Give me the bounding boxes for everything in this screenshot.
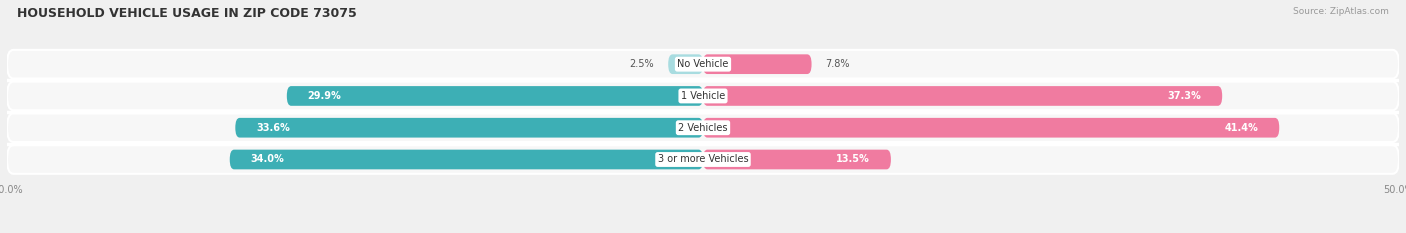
Text: No Vehicle: No Vehicle [678,59,728,69]
Text: 37.3%: 37.3% [1167,91,1201,101]
Text: 1 Vehicle: 1 Vehicle [681,91,725,101]
Legend: Owner-occupied, Renter-occupied: Owner-occupied, Renter-occupied [591,231,815,233]
FancyBboxPatch shape [7,113,1399,142]
Text: 41.4%: 41.4% [1225,123,1258,133]
Text: 29.9%: 29.9% [308,91,342,101]
Text: 2 Vehicles: 2 Vehicles [678,123,728,133]
FancyBboxPatch shape [235,118,703,137]
Text: Source: ZipAtlas.com: Source: ZipAtlas.com [1294,7,1389,16]
FancyBboxPatch shape [703,86,1222,106]
FancyBboxPatch shape [668,54,703,74]
Text: 3 or more Vehicles: 3 or more Vehicles [658,154,748,164]
Text: HOUSEHOLD VEHICLE USAGE IN ZIP CODE 73075: HOUSEHOLD VEHICLE USAGE IN ZIP CODE 7307… [17,7,357,20]
Text: 33.6%: 33.6% [256,123,290,133]
FancyBboxPatch shape [7,145,1399,174]
Text: 2.5%: 2.5% [630,59,654,69]
FancyBboxPatch shape [703,118,1279,137]
FancyBboxPatch shape [703,54,811,74]
Text: 7.8%: 7.8% [825,59,851,69]
FancyBboxPatch shape [7,82,1399,110]
Text: 13.5%: 13.5% [837,154,870,164]
FancyBboxPatch shape [287,86,703,106]
Text: 34.0%: 34.0% [250,154,284,164]
FancyBboxPatch shape [229,150,703,169]
FancyBboxPatch shape [7,50,1399,79]
FancyBboxPatch shape [703,150,891,169]
